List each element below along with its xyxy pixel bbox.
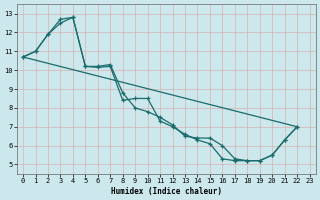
X-axis label: Humidex (Indice chaleur): Humidex (Indice chaleur) — [111, 187, 222, 196]
